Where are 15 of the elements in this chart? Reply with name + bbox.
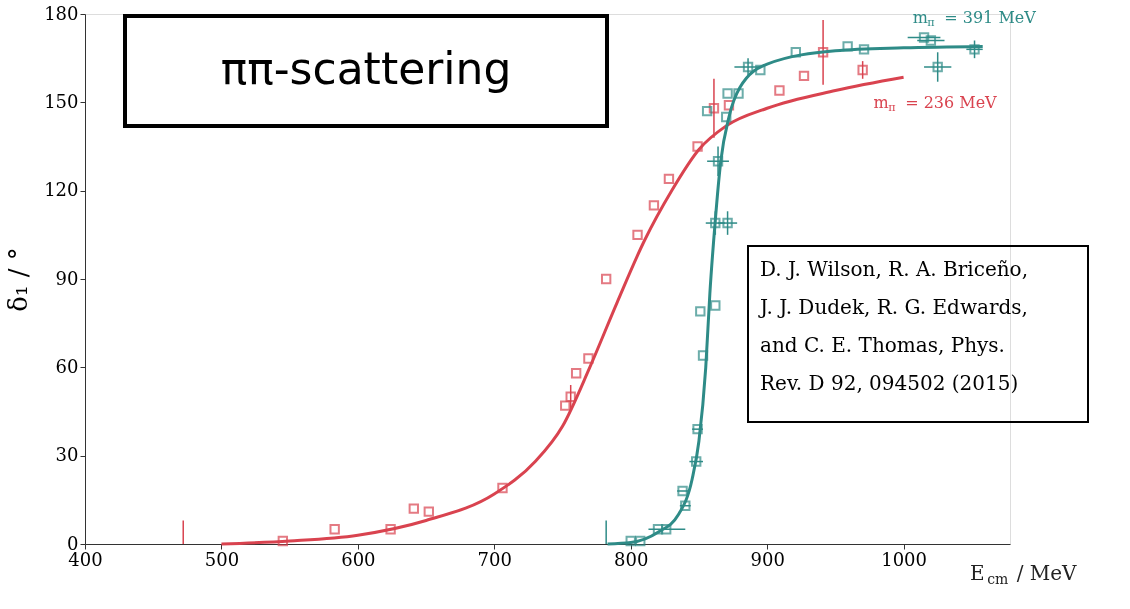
annotation: D. J. Wilson, R. A. Briceño, J. J. Dudek, R. G. Edwards, and C. E. Thomas, Phys. Rev. D 92, 094502 (2015) <box>758 257 1029 395</box>
y-axis-title: δ₁ / ° <box>3 247 34 312</box>
x-tick-label: 700 <box>477 548 512 570</box>
y-tick-label: 150 <box>44 90 79 112</box>
y-tick-label: 60 <box>55 355 79 377</box>
x-tick-label: 600 <box>341 548 376 570</box>
x-tick-label: 900 <box>750 548 785 570</box>
y-tick-label: 30 <box>55 444 79 466</box>
y-tick-label: 180 <box>44 2 79 24</box>
y-tick-label: 120 <box>44 179 79 201</box>
x-tick-label: 800 <box>614 548 649 570</box>
y-tick-label: 90 <box>55 267 79 289</box>
text: ππ-scattering <box>220 43 512 94</box>
x-tick-label: 500 <box>204 548 240 570</box>
x-tick-label: 1000 <box>881 548 927 570</box>
